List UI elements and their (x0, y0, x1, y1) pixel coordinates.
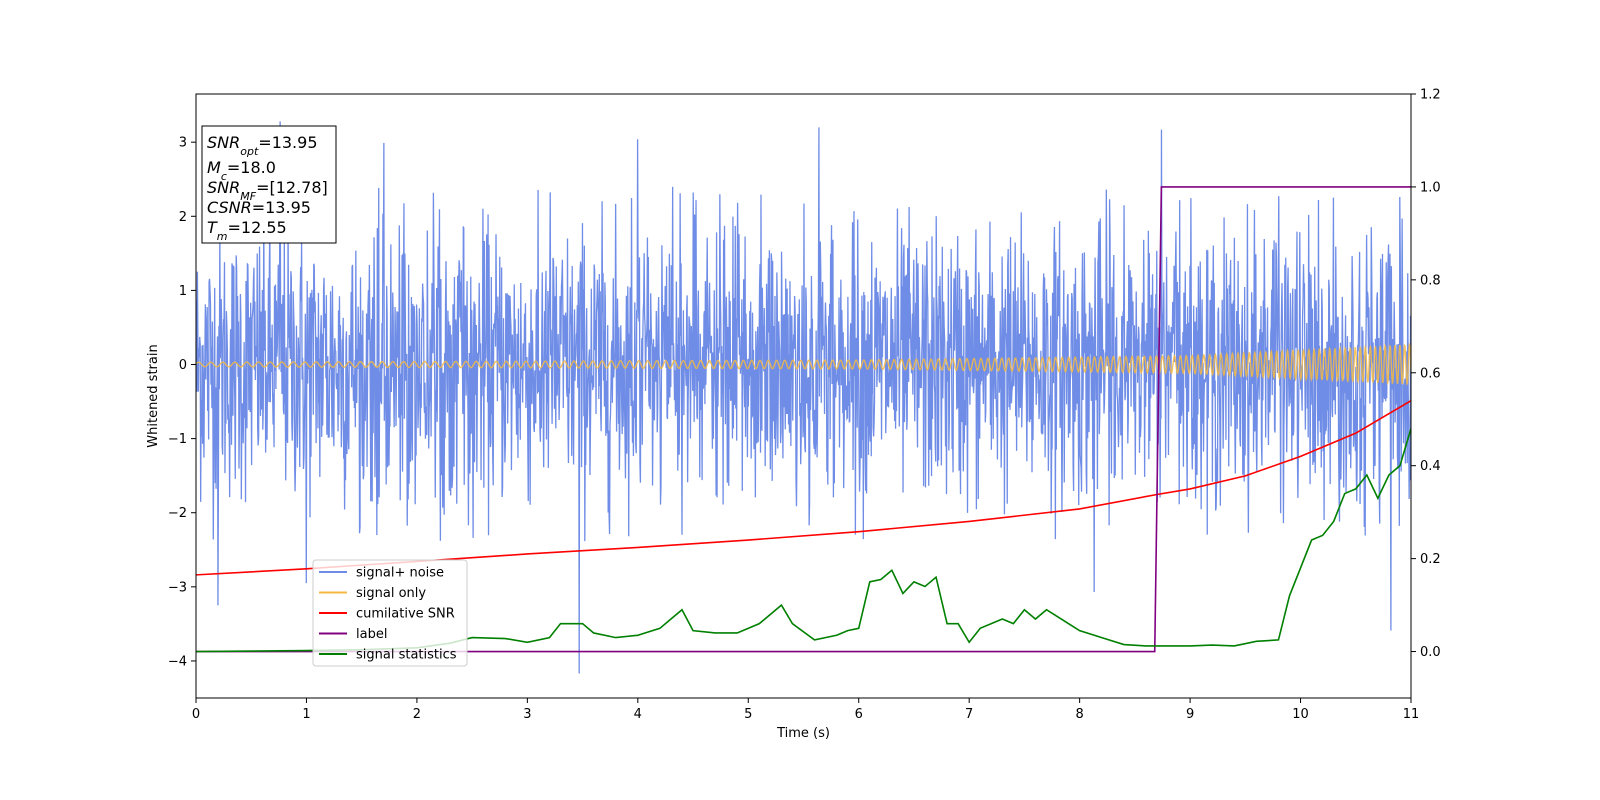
y-tick-label: −2 (168, 506, 187, 521)
y-right-tick-label: 0.4 (1420, 459, 1441, 474)
x-tick-label: 2 (413, 707, 421, 722)
y-right-tick-label: 1.0 (1420, 180, 1441, 195)
x-tick-label: 11 (1403, 707, 1420, 722)
legend-entry-label: signal only (356, 586, 426, 601)
legend-entry-label: signal statistics (356, 648, 457, 663)
y-tick-label: −3 (168, 580, 187, 595)
y-tick-label: 2 (179, 210, 187, 225)
info-snr-mf: SNRMF=[12.78] (207, 178, 328, 203)
x-axis: 0 1 2 3 4 5 6 7 8 9 10 11 (192, 698, 1419, 722)
x-tick-label: 7 (965, 707, 973, 722)
y-right-tick-label: 0.6 (1420, 366, 1441, 381)
y-axis-left: −4 −3 −2 −1 0 1 2 3 (168, 136, 196, 669)
x-tick-label: 5 (744, 707, 752, 722)
x-tick-label: 3 (523, 707, 531, 722)
noise-series-layer (196, 121, 1411, 674)
series-label-line (196, 186, 1411, 653)
y-right-tick-label: 1.2 (1420, 88, 1441, 103)
x-tick-label: 1 (302, 707, 310, 722)
x-tick-label: 6 (855, 707, 863, 722)
plot-frame (195, 93, 1412, 699)
x-tick-label: 4 (634, 707, 642, 722)
legend-frame (312, 559, 468, 667)
x-tick-label: 0 (192, 707, 200, 722)
info-tm: Tm=12.55 (207, 218, 287, 243)
y-right-tick-label: 0.2 (1420, 552, 1441, 567)
x-axis-label: Time (s) (776, 726, 830, 741)
series-signal-only-line (196, 342, 1411, 386)
x-tick-label: 9 (1186, 707, 1194, 722)
y-axis-right: 0.0 0.2 0.4 0.6 0.8 1.0 1.2 (1411, 88, 1441, 660)
y-tick-label: 0 (179, 358, 187, 373)
y-tick-label: 3 (179, 136, 187, 151)
x-tick-label: 10 (1292, 707, 1309, 722)
x-tick-label: 8 (1075, 707, 1083, 722)
legend: signal+ noise signal only cumilative SNR la… (312, 559, 468, 667)
series-signal-noise-line (196, 121, 1411, 674)
right-axis-series-layer (196, 186, 1411, 653)
info-snr-opt: SNRopt=13.95 (207, 133, 318, 158)
legend-entry-label: signal+ noise (356, 566, 444, 581)
y-tick-label: −4 (168, 654, 187, 669)
info-csnr: CSNR=13.95 (207, 198, 311, 217)
y-right-tick-label: 0.8 (1420, 273, 1441, 288)
y-right-tick-label: 0.0 (1420, 645, 1441, 660)
signal-only-series-layer (196, 342, 1411, 386)
legend-entry-label: label (356, 627, 387, 642)
series-signal-statistics-line (196, 428, 1411, 653)
y-tick-label: −1 (168, 432, 187, 447)
y-axis-label: Whitened strain (146, 344, 161, 447)
info-mc: Mc=18.0 (207, 158, 276, 183)
y-tick-label: 1 (179, 284, 187, 299)
legend-entry-label: cumilative SNR (356, 607, 455, 622)
series-cumilative-snr-line (196, 399, 1411, 576)
info-box-frame (201, 125, 337, 244)
info-box: SNRopt=13.95 Mc=18.0 SNRMF=[12.78] CSNR=… (201, 125, 337, 244)
